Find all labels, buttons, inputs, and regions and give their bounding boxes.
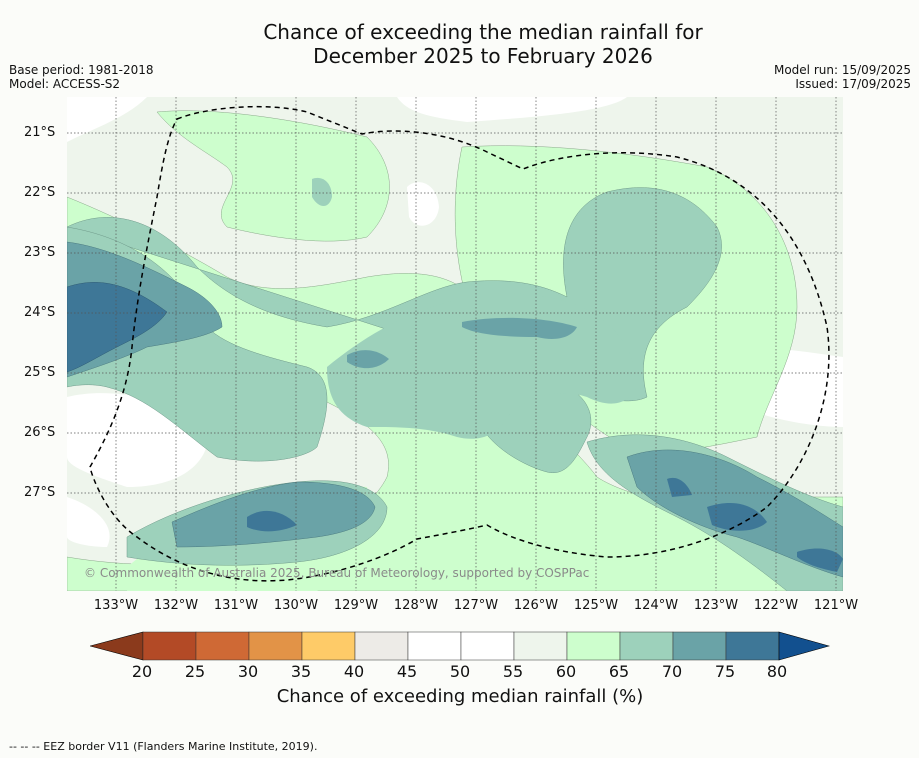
meta-left: Base period: 1981-2018 Model: ACCESS-S2 xyxy=(9,63,154,91)
lon-label-128w: 128°W xyxy=(393,598,439,613)
colorbar-label: Chance of exceeding median rainfall (%) xyxy=(276,686,644,707)
cbar-tick-25: 25 xyxy=(184,662,206,681)
lon-label-121w: 121°W xyxy=(813,598,859,613)
cbar-segment-4 xyxy=(301,631,356,661)
lat-label-21s: 21°S xyxy=(24,125,56,140)
meta-right: Model run: 15/09/2025 Issued: 17/09/2025 xyxy=(774,63,911,91)
region-65-north xyxy=(156,110,390,242)
cbar-tick-30: 30 xyxy=(237,662,259,681)
cbar-segment-8 xyxy=(513,631,568,661)
region-80-southeast-a xyxy=(707,502,767,531)
cbar-tick-65: 65 xyxy=(608,662,630,681)
cbar-tick-80: 80 xyxy=(766,662,788,681)
cbar-tick-20: 20 xyxy=(131,662,153,681)
lat-label-23s: 23°S xyxy=(24,245,56,260)
lon-label-130w: 130°W xyxy=(273,598,319,613)
cbar-segment-2 xyxy=(195,631,250,661)
map-title: Chance of exceeding the median rainfall … xyxy=(0,20,919,68)
cbar-segment-3 xyxy=(248,631,303,661)
cbar-tick-75: 75 xyxy=(714,662,736,681)
region-80-southwest xyxy=(247,510,297,532)
cbar-segment-10 xyxy=(619,631,674,661)
lon-label-127w: 127°W xyxy=(453,598,499,613)
eez-border xyxy=(89,105,830,582)
region-80-west xyxy=(67,282,168,373)
region-80-southeast-b xyxy=(797,548,843,572)
model-run: Model run: 15/09/2025 xyxy=(773,63,911,77)
lon-label-133w: 133°W xyxy=(93,598,139,613)
cbar-extend-high xyxy=(778,631,830,661)
cbar-tick-55: 55 xyxy=(502,662,524,681)
lat-label-22s: 22°S xyxy=(24,185,56,200)
cbar-segment-12 xyxy=(725,631,780,661)
lat-label-24s: 24°S xyxy=(24,305,56,320)
footer-eez-note: -- -- -- EEZ border V11 (Flanders Marine… xyxy=(9,740,318,753)
cbar-tick-50: 50 xyxy=(449,662,471,681)
lon-label-131w: 131°W xyxy=(213,598,259,613)
region-75-central xyxy=(462,317,577,339)
lon-label-124w: 124°W xyxy=(633,598,679,613)
title-line-2: December 2025 to February 2026 xyxy=(313,44,653,68)
cbar-segment-5 xyxy=(354,631,409,661)
lon-label-132w: 132°W xyxy=(153,598,199,613)
cbar-tick-35: 35 xyxy=(290,662,312,681)
cbar-segment-1 xyxy=(142,631,197,661)
base-period: Base period: 1981-2018 xyxy=(9,63,154,77)
lon-label-123w: 123°W xyxy=(693,598,739,613)
cbar-segment-6 xyxy=(407,631,462,661)
region-white-n xyxy=(397,97,627,122)
cbar-segment-11 xyxy=(672,631,727,661)
title-line-1: Chance of exceeding the median rainfall … xyxy=(263,20,703,44)
cbar-extend-low xyxy=(90,631,144,661)
region-75-small xyxy=(347,350,389,369)
cbar-segment-9 xyxy=(566,631,621,661)
lat-label-25s: 25°S xyxy=(24,365,56,380)
model-name: Model: ACCESS-S2 xyxy=(9,77,121,91)
issued-date: Issued: 17/09/2025 xyxy=(795,77,911,91)
copyright-text: © Commonwealth of Australia 2025, Bureau… xyxy=(84,566,590,580)
lon-label-126w: 126°W xyxy=(513,598,559,613)
colorbar xyxy=(90,631,830,661)
lat-label-26s: 26°S xyxy=(24,425,56,440)
region-white-sw xyxy=(67,497,110,547)
cbar-tick-40: 40 xyxy=(343,662,365,681)
cbar-tick-70: 70 xyxy=(661,662,683,681)
cbar-segment-7 xyxy=(460,631,515,661)
region-white-nw xyxy=(67,97,147,142)
lat-label-27s: 27°S xyxy=(24,485,56,500)
lon-label-129w: 129°W xyxy=(333,598,379,613)
region-70-islet xyxy=(312,177,332,206)
rainfall-map xyxy=(67,97,843,591)
cbar-tick-45: 45 xyxy=(396,662,418,681)
lon-label-122w: 122°W xyxy=(753,598,799,613)
cbar-tick-60: 60 xyxy=(555,662,577,681)
region-80-islet xyxy=(667,477,692,497)
lon-label-125w: 125°W xyxy=(573,598,619,613)
